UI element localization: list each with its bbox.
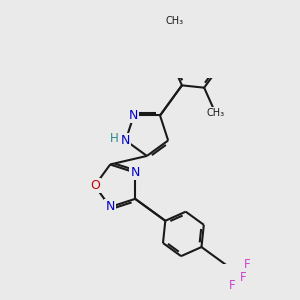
Text: N: N — [129, 109, 138, 122]
Text: H: H — [110, 132, 119, 145]
Text: N: N — [106, 200, 115, 214]
Text: F: F — [240, 271, 247, 284]
Text: O: O — [90, 179, 100, 192]
Text: F: F — [229, 279, 236, 292]
Text: N: N — [121, 134, 130, 147]
Text: F: F — [244, 258, 251, 271]
Text: N: N — [130, 166, 140, 179]
Text: CH₃: CH₃ — [166, 16, 184, 26]
Text: CH₃: CH₃ — [206, 108, 225, 118]
